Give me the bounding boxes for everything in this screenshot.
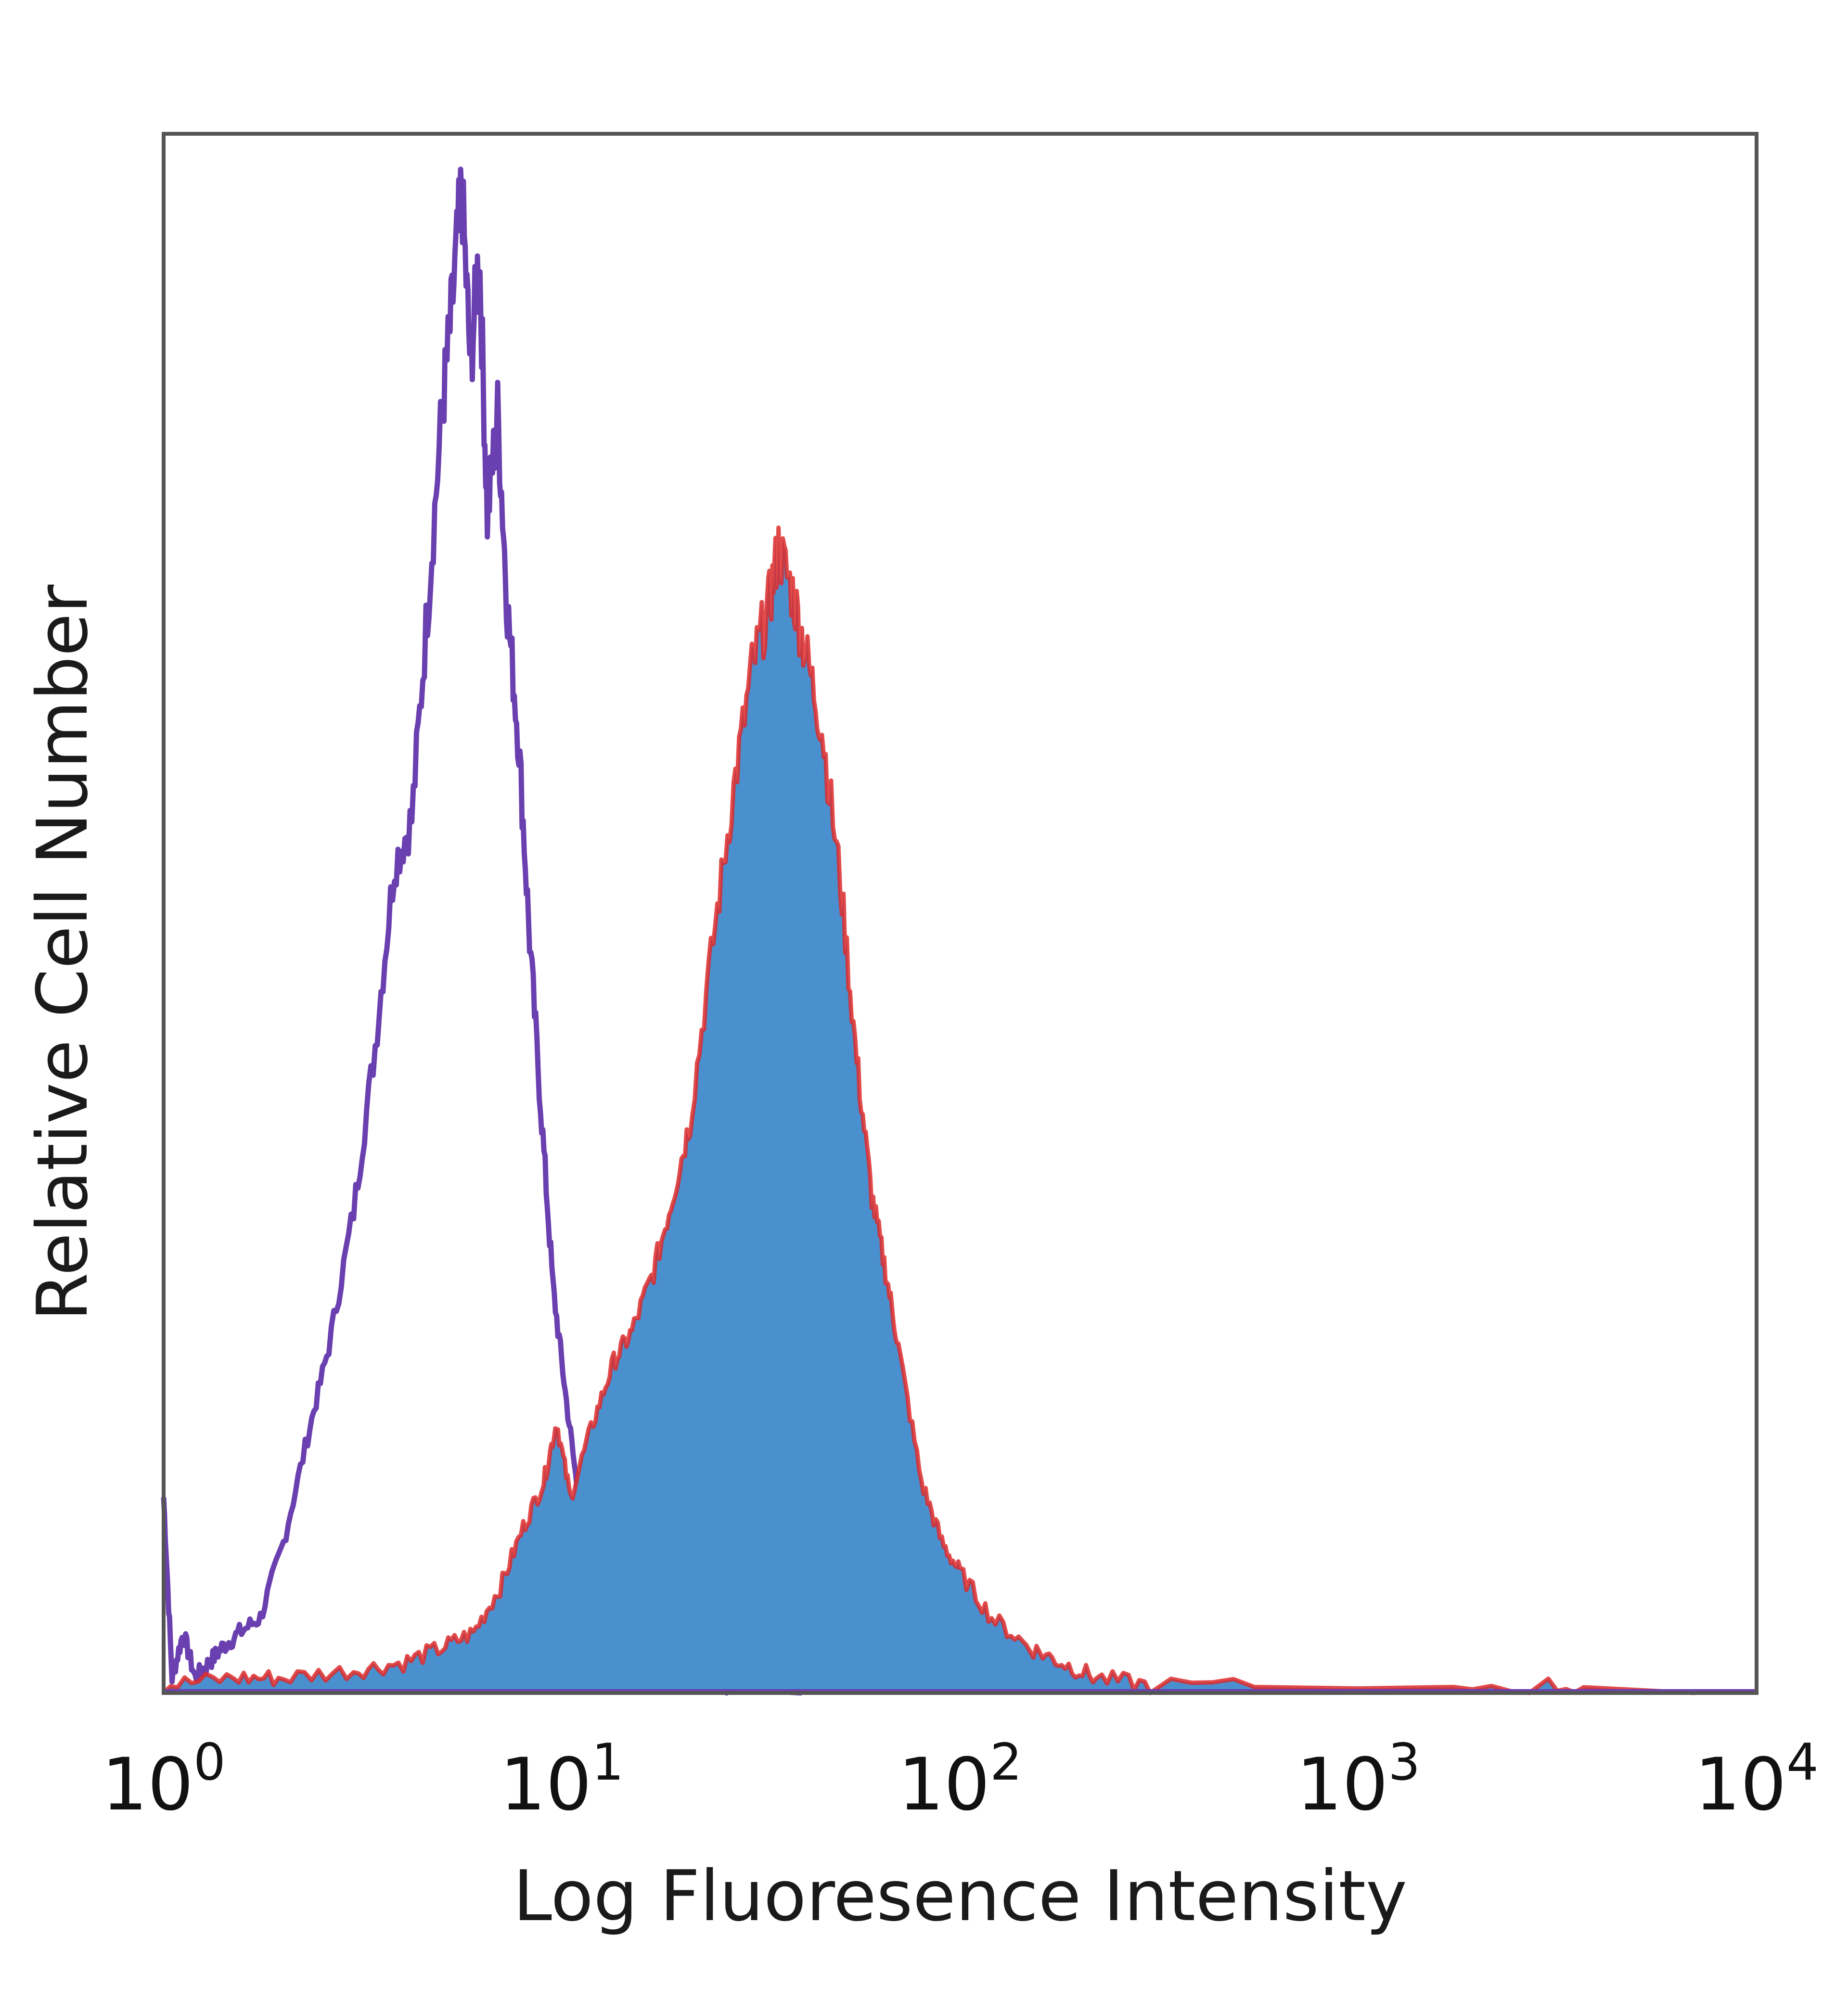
y-axis-title: Relative Cell Number (22, 584, 103, 1321)
series-filled-edge (162, 525, 1695, 1695)
x-tick-label: 104 (1694, 1733, 1819, 1827)
plot-frame (162, 132, 1758, 1695)
x-tick-labels: 100 101 102 103 104 (102, 1733, 1819, 1827)
x-tick-label: 100 (102, 1733, 226, 1827)
x-axis-title: Log Fluoresence Intensity (513, 1856, 1407, 1937)
x-tick-label: 101 (500, 1733, 624, 1827)
x-tick-label: 102 (898, 1733, 1022, 1827)
x-tick-label: 103 (1296, 1733, 1421, 1827)
